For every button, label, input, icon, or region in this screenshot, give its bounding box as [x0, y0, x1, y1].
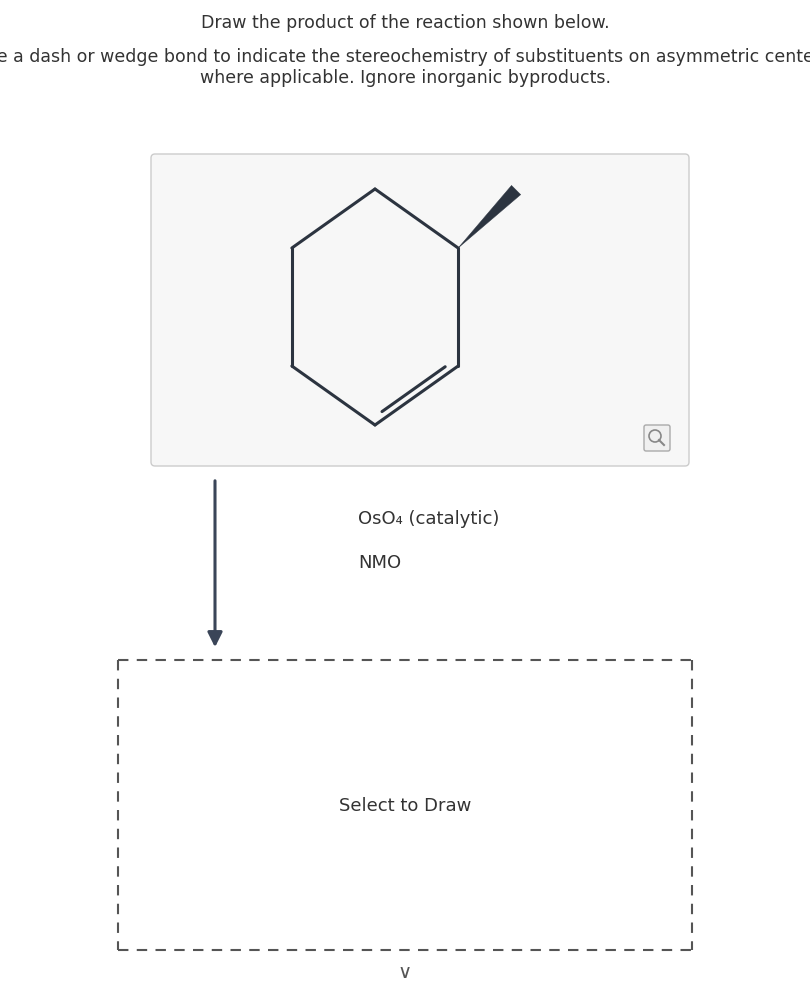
Text: Draw the product of the reaction shown below.: Draw the product of the reaction shown b… — [201, 14, 609, 32]
Text: Use a dash or wedge bond to indicate the stereochemistry of substituents on asym: Use a dash or wedge bond to indicate the… — [0, 48, 810, 87]
FancyBboxPatch shape — [151, 154, 689, 466]
FancyBboxPatch shape — [644, 425, 670, 451]
Text: OsO₄ (catalytic): OsO₄ (catalytic) — [358, 510, 500, 528]
Text: NMO: NMO — [358, 554, 401, 572]
Text: ∨: ∨ — [398, 962, 412, 981]
Polygon shape — [458, 185, 521, 248]
Text: Select to Draw: Select to Draw — [339, 797, 471, 815]
